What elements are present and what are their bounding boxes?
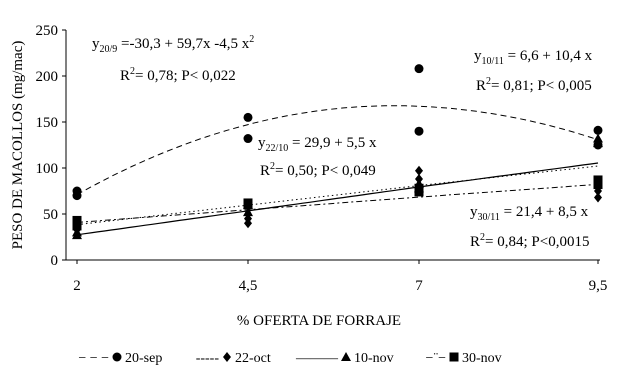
data-points [72,64,603,240]
fit-line-10-nov [76,162,599,236]
point-22-oct [594,192,602,203]
x-tick-label: 4,5 [239,278,258,294]
fit-line-30-nov [76,165,599,226]
point-10-nov [72,230,82,240]
point-20-sep [414,126,424,136]
eq-y-symbol: y [470,204,478,220]
legend-label: 30-nov [462,351,502,366]
axes [62,29,600,264]
legend-marker [449,352,459,362]
legend-item-10-nov: ——— 10-nov [295,351,394,366]
stats-text: = 0,84; P<0,0015 [485,234,589,250]
equation-20-sep: y20/9 =-30,3 + 59,7x -4,5 x2 [92,34,254,55]
y-tick-labels: 0 50 100 150 200 250 [36,23,59,269]
point-20-sep [72,191,82,201]
point-30-nov [72,221,82,231]
stats-text: = 0,81; P< 0,005 [491,78,592,94]
x-tick-label: 7 [415,278,423,294]
legend-item-22-oct: ----- 22-oct [196,351,271,366]
x-tick-labels: 2 4,5 7 9,5 [73,278,607,294]
point-20-sep [593,125,603,135]
stats-30-nov: R2= 0,84; P<0,0015 [470,232,589,250]
point-30-nov [243,200,253,210]
eq-y-symbol: y [474,48,482,64]
point-20-sep [414,64,424,74]
eq-text: =-30,3 + 59,7x -4,5 x [117,36,249,52]
y-tick-label: 50 [43,207,58,223]
legend-line-symbol: ——— [295,351,339,366]
fit-line-22-oct [76,183,599,223]
stats-20-sep: R2= 0,78; P< 0,022 [120,66,236,84]
legend-marker [341,352,351,361]
y-axis-label: PESO DE MACOLLOS (mg/mac) [10,41,26,250]
legend-line-symbol: −¨− [426,351,447,366]
stats-22-oct: R2= 0,50; P< 0,049 [260,161,376,179]
stats-text: = 0,50; P< 0,049 [275,163,376,179]
r-symbol: R [260,163,270,179]
equation-10-nov: y10/11 = 6,6 + 10,4 x [474,48,593,67]
eq-subscript: 22/10 [266,143,289,154]
eq-text: = 6,6 + 10,4 x [504,48,593,64]
fit-lines [76,105,599,236]
x-tick-label: 9,5 [589,278,608,294]
equation-30-nov: y30/11 = 21,4 + 8,5 x [470,204,589,223]
legend-label: 20-sep [125,351,162,366]
r-symbol: R [476,78,486,94]
eq-subscript: 10/11 [482,56,504,67]
eq-text: = 21,4 + 8,5 x [500,204,589,220]
legend-label: 22-oct [235,351,271,366]
eq-superscript: 2 [249,34,254,45]
legend-label: 10-nov [354,351,394,366]
eq-subscript: 20/9 [100,44,118,55]
y-tick-label: 200 [36,69,59,85]
legend: − − − 20-sep ----- 22-oct ——— 10-nov −¨− 30-nov [78,351,501,366]
point-10-nov [243,207,253,217]
point-10-nov [593,138,603,148]
fit-line-20-sep [76,105,599,196]
legend-line-symbol: ----- [196,351,220,366]
legend-marker [223,352,231,362]
r-symbol: R [470,234,480,250]
point-20-sep [243,134,253,144]
y-tick-label: 250 [36,23,59,39]
y-tick-label: 150 [36,115,59,131]
point-30-nov [593,180,603,190]
r-superscript: 2 [480,232,485,243]
r-superscript: 2 [270,161,275,172]
eq-y-symbol: y [258,135,266,151]
legend-marker [112,352,122,362]
point-22-oct [244,218,252,229]
y-tick-label: 100 [36,161,59,177]
point-22-oct [415,165,423,176]
point-20-sep [243,112,253,122]
legend-item-20-sep: − − − 20-sep [78,351,162,366]
point-30-nov [593,175,603,185]
y-tick-label: 0 [51,253,59,269]
point-10-nov [593,133,603,143]
r-symbol: R [120,68,130,84]
x-axis-label: % OFERTA DE FORRAJE [237,313,401,329]
r-superscript: 2 [130,66,135,77]
eq-y-symbol: y [92,36,100,52]
eq-subscript: 30/11 [478,212,500,223]
legend-line-symbol: − − − [78,351,109,366]
stats-10-nov: R2= 0,81; P< 0,005 [476,76,592,94]
legend-item-30-nov: −¨− 30-nov [426,351,502,366]
r-superscript: 2 [486,76,491,87]
equation-22-oct: y22/10 = 29,9 + 5,5 x [258,135,377,154]
point-30-nov [72,215,82,225]
x-tick-label: 2 [73,278,81,294]
stats-text: = 0,78; P< 0,022 [135,68,236,84]
eq-text: = 29,9 + 5,5 x [288,135,377,151]
point-30-nov [414,187,424,197]
